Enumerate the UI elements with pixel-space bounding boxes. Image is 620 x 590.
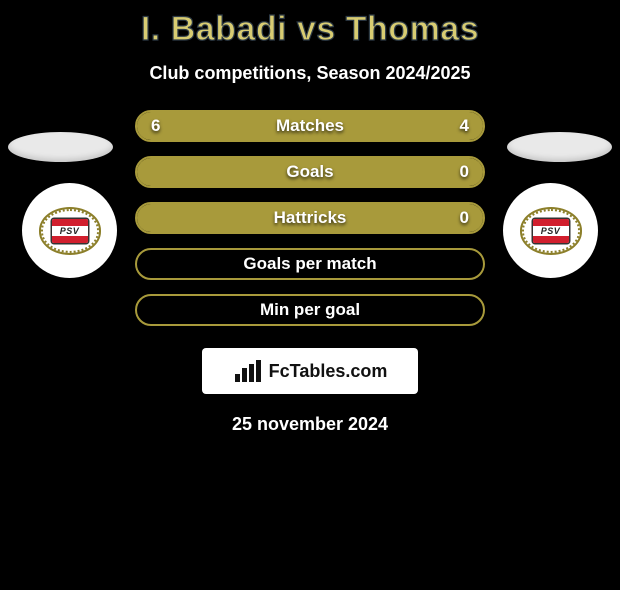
subtitle: Club competitions, Season 2024/2025 — [0, 63, 620, 84]
bars-icon — [233, 358, 265, 384]
psv-badge-icon: PSV — [520, 207, 582, 255]
stat-value-left: 6 — [151, 116, 160, 136]
stat-label: Goals per match — [243, 254, 376, 274]
player-head-placeholder-left — [8, 132, 113, 162]
stat-label: Min per goal — [260, 300, 360, 320]
club-badge-right: PSV — [503, 183, 598, 278]
stat-value-right: 0 — [460, 208, 469, 228]
stat-row-goals-per-match: Goals per match — [135, 248, 485, 280]
stat-row-matches: Matches 6 4 — [135, 110, 485, 142]
date-text: 25 november 2024 — [0, 414, 620, 435]
psv-badge-icon: PSV — [39, 207, 101, 255]
fctables-logo[interactable]: FcTables.com — [202, 348, 418, 394]
player-head-placeholder-right — [507, 132, 612, 162]
stat-row-goals: Goals 0 — [135, 156, 485, 188]
stat-label: Matches — [276, 116, 344, 136]
club-badge-left: PSV — [22, 183, 117, 278]
stat-label: Hattricks — [274, 208, 347, 228]
stat-value-right: 0 — [460, 162, 469, 182]
stat-label: Goals — [286, 162, 333, 182]
fctables-text: FcTables.com — [269, 361, 388, 382]
stat-row-hattricks: Hattricks 0 — [135, 202, 485, 234]
page-title: I. Babadi vs Thomas — [0, 10, 620, 49]
stat-row-min-per-goal: Min per goal — [135, 294, 485, 326]
stat-value-right: 4 — [460, 116, 469, 136]
